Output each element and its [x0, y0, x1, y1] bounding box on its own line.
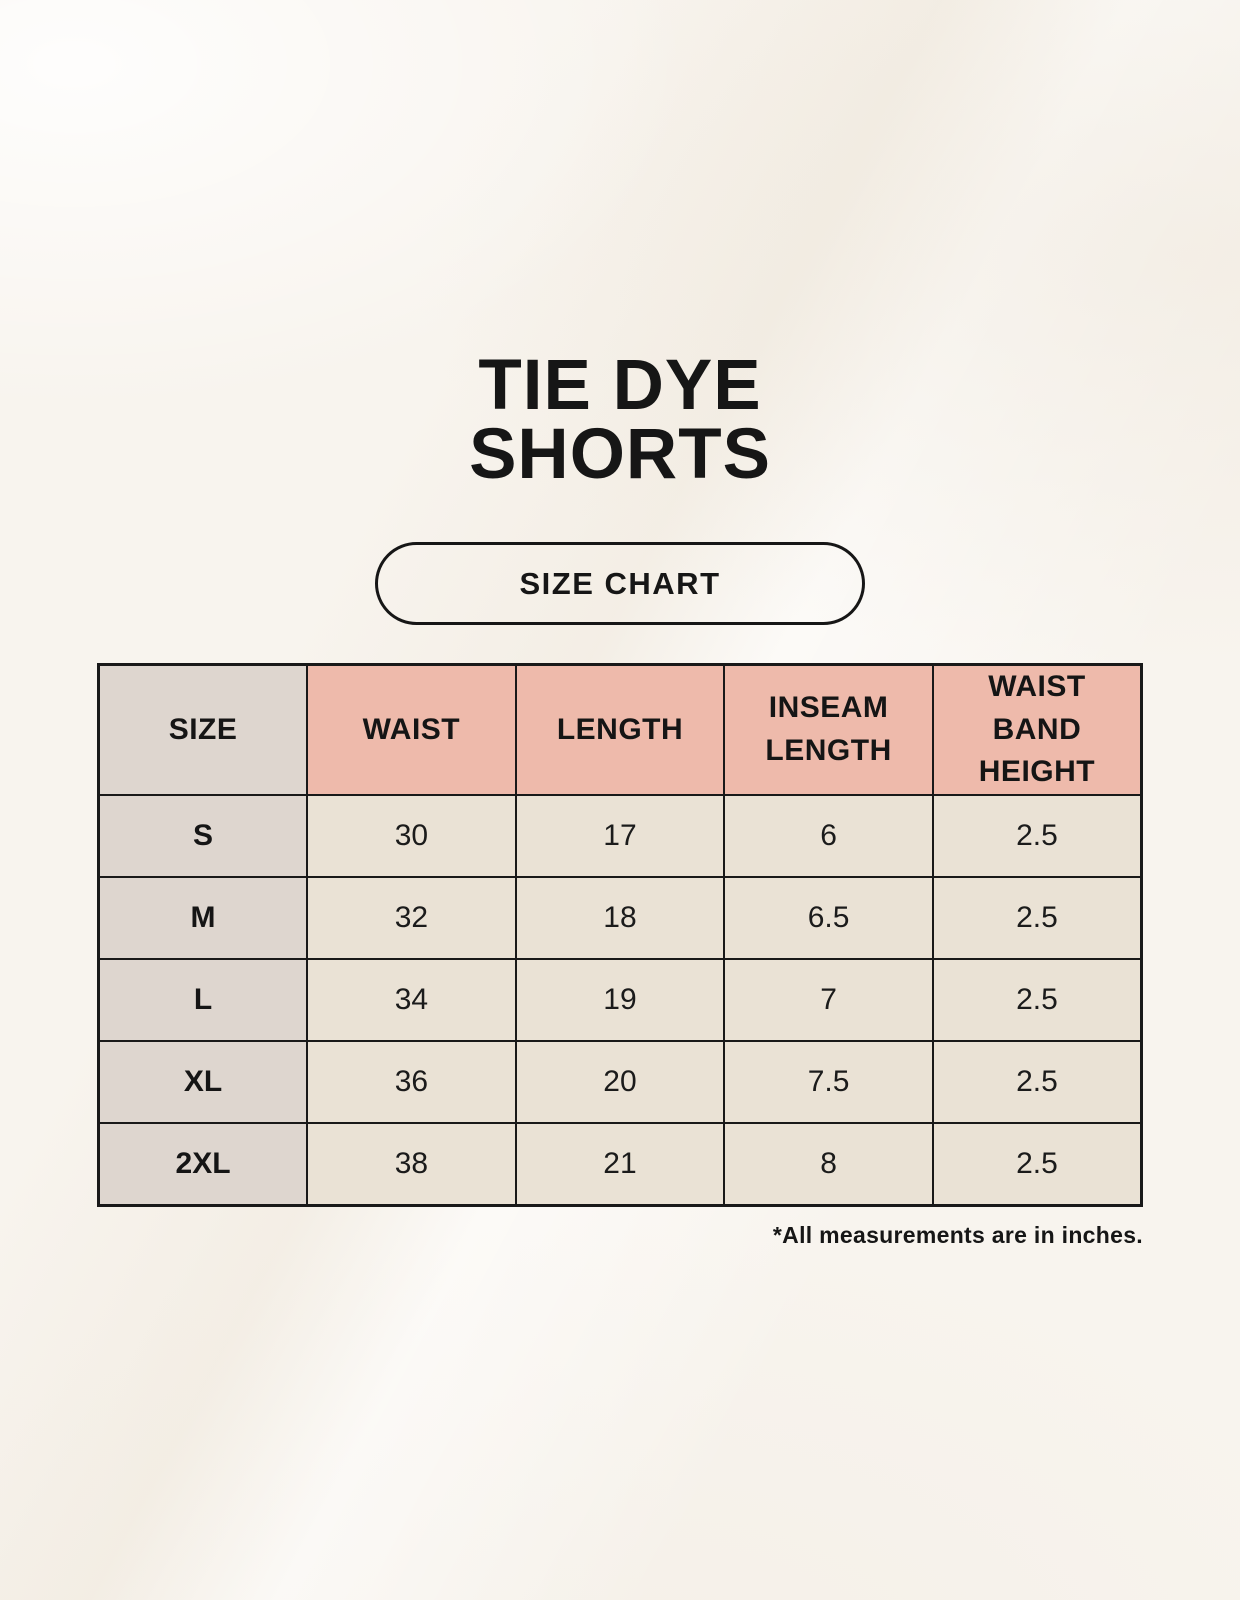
length-value: 17: [514, 793, 726, 878]
length-value: 20: [514, 1039, 726, 1124]
size-label: M: [97, 875, 309, 960]
inseam-length-value: 6: [723, 793, 934, 878]
measurements-footnote: *All measurements are in inches.: [772, 1222, 1143, 1248]
size-chart-badge: SIZE CHART: [375, 542, 865, 625]
size-label: XL: [97, 1039, 309, 1124]
table-header-row: SIZE WAIST LENGTH INSEAM LENGTH WAIST BA…: [97, 663, 1143, 796]
waist-band-height-value: 2.5: [931, 793, 1143, 878]
column-header-waist-band-height: WAIST BAND HEIGHT: [931, 663, 1143, 796]
page-title-line1: TIE DYE: [478, 346, 762, 425]
size-label: S: [97, 793, 309, 878]
column-header-length: LENGTH: [514, 663, 726, 796]
table-row-xl: XL 36 20 7.5 2.5: [97, 1039, 1143, 1124]
waist-band-height-value: 2.5: [931, 875, 1143, 960]
table-row-m: M 32 18 6.5 2.5: [97, 875, 1143, 960]
page-title: TIE DYE SHORTS: [0, 346, 1240, 494]
waist-value: 34: [306, 957, 517, 1042]
waist-value: 32: [306, 875, 517, 960]
column-header-inseam-length: INSEAM LENGTH: [723, 663, 934, 796]
table-row-2xl: 2XL 38 21 8 2.5: [97, 1121, 1143, 1207]
table-row-s: S 30 17 6 2.5: [97, 793, 1143, 878]
inseam-length-value: 7: [723, 957, 934, 1042]
inseam-length-value: 8: [723, 1121, 934, 1207]
column-header-waist: WAIST: [306, 663, 517, 796]
waist-value: 30: [306, 793, 517, 878]
length-value: 19: [514, 957, 726, 1042]
size-chart-badge-label: SIZE CHART: [519, 565, 721, 601]
page-title-line2: SHORTS: [469, 415, 771, 494]
waist-band-height-value: 2.5: [931, 957, 1143, 1042]
waist-band-height-value: 2.5: [931, 1039, 1143, 1124]
size-label: 2XL: [97, 1121, 309, 1207]
length-value: 21: [514, 1121, 726, 1207]
waist-band-height-value: 2.5: [931, 1121, 1143, 1207]
waist-value: 38: [306, 1121, 517, 1207]
inseam-length-value: 7.5: [723, 1039, 934, 1124]
size-chart-table: SIZE WAIST LENGTH INSEAM LENGTH WAIST BA…: [97, 663, 1143, 1207]
inseam-length-value: 6.5: [723, 875, 934, 960]
column-header-size: SIZE: [97, 663, 309, 796]
size-label: L: [97, 957, 309, 1042]
length-value: 18: [514, 875, 726, 960]
waist-value: 36: [306, 1039, 517, 1124]
table-row-l: L 34 19 7 2.5: [97, 957, 1143, 1042]
